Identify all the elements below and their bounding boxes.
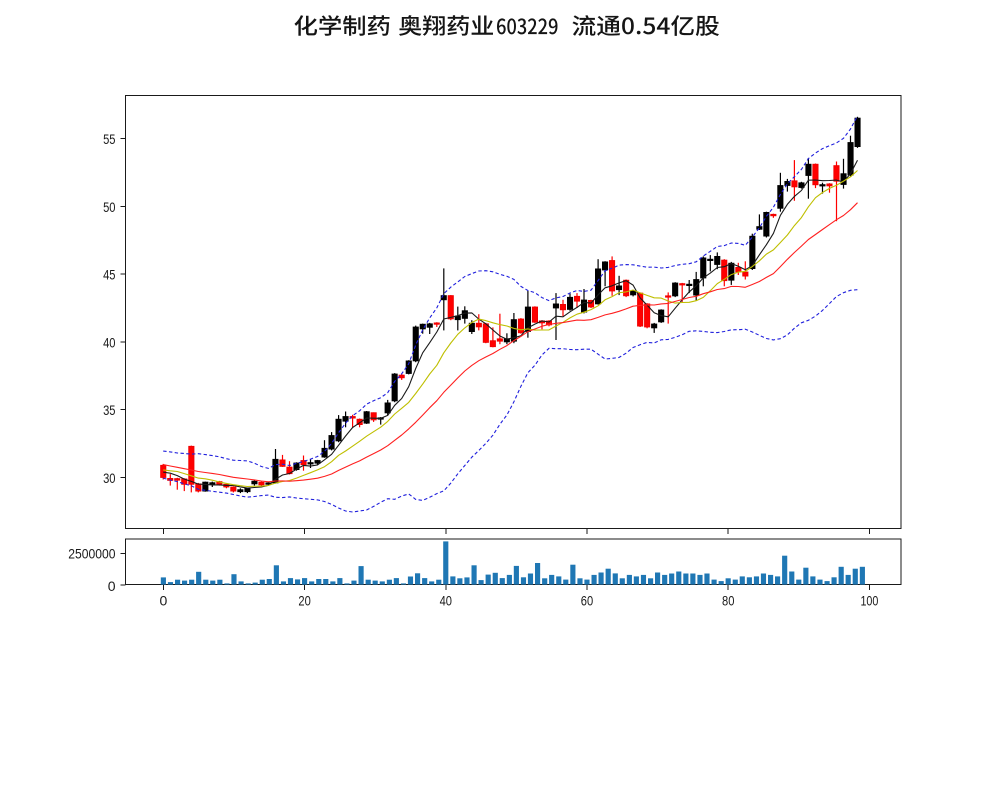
svg-text:40: 40 [440,593,453,609]
svg-text:50: 50 [103,199,116,215]
svg-text:0: 0 [160,593,168,609]
svg-text:80: 80 [722,593,735,609]
svg-text:20: 20 [298,593,311,609]
svg-text:100: 100 [860,593,878,609]
svg-text:40: 40 [103,334,116,350]
svg-text:55: 55 [103,131,116,147]
svg-text:60: 60 [581,593,594,609]
svg-text:30: 30 [103,470,116,486]
svg-text:2500000: 2500000 [68,546,115,562]
svg-text:45: 45 [103,267,116,283]
svg-text:35: 35 [103,402,116,418]
svg-text:0: 0 [108,578,116,594]
